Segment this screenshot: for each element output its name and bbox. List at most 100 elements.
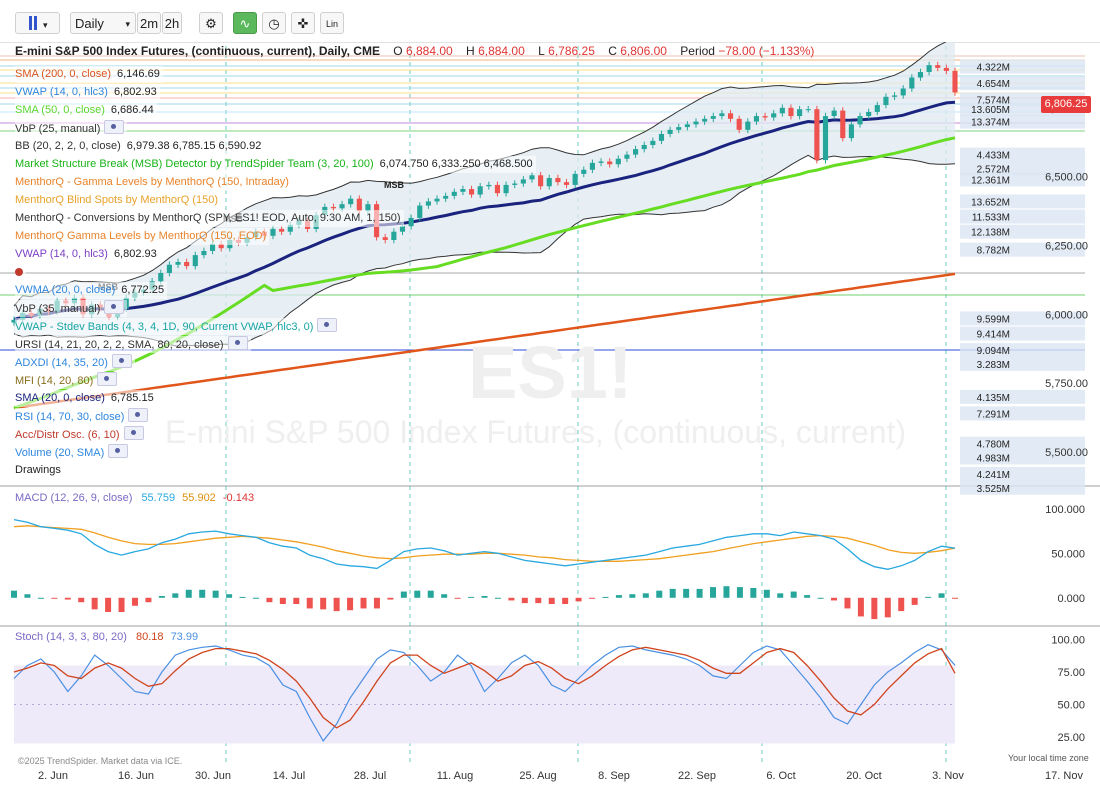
- macd-histogram-bar: [911, 597, 918, 605]
- candle: [917, 68, 924, 81]
- indicator-color-dot-icon: [15, 268, 23, 276]
- indicator-item[interactable]: RSI (14, 70, 30, close): [15, 408, 152, 425]
- open-label: O: [393, 44, 403, 58]
- macd-histogram-bar: [387, 597, 394, 600]
- indicator-item[interactable]: VWAP (14, 0, hlc3) 6,802.93: [15, 246, 160, 263]
- indicator-item[interactable]: Market Structure Break (MSB) Detector by…: [15, 156, 536, 173]
- candle: [201, 247, 207, 259]
- macd-histogram-bar: [37, 597, 44, 599]
- stoch-label: Stoch (14, 3, 3, 80, 20): [15, 631, 127, 643]
- time-axis-label: 25. Aug: [519, 770, 556, 782]
- timeframe-2h-button[interactable]: 2h: [162, 12, 182, 34]
- candle: [520, 176, 526, 187]
- timezone-label[interactable]: Your local time zone: [1008, 753, 1089, 763]
- timeframe-select[interactable]: Daily ▾: [70, 12, 136, 34]
- crosshair-button[interactable]: ✜: [291, 12, 315, 34]
- macd-histogram-bar: [683, 588, 690, 598]
- indicator-item[interactable]: Acc/Distr Osc. (6, 10): [15, 426, 147, 443]
- macd-histogram-bar: [763, 589, 770, 598]
- indicator-name: VWAP (14, 0, hlc3): [15, 248, 108, 260]
- candle-body: [529, 175, 535, 180]
- candle-body: [753, 116, 760, 122]
- indicator-item[interactable]: MFI (14, 20, 80): [15, 372, 121, 389]
- macd-histogram-bar: [575, 597, 582, 602]
- candle: [339, 200, 345, 212]
- indicator-item[interactable]: VWAP (14, 0, hlc3) 6,802.93: [15, 84, 160, 101]
- volume-profile-label: 9.094M: [977, 346, 1010, 357]
- candle: [538, 171, 544, 190]
- eye-icon[interactable]: [104, 300, 125, 314]
- candle-body: [633, 149, 639, 155]
- candle: [814, 105, 820, 164]
- macd-histogram-bar: [615, 595, 622, 598]
- macd-histogram-bar: [91, 597, 98, 610]
- macd-histogram-bar: [736, 587, 743, 598]
- eye-icon[interactable]: [97, 372, 118, 386]
- candle: [443, 192, 449, 202]
- indicator-item[interactable]: VbP (35, manual): [15, 300, 128, 317]
- indicator-item[interactable]: SMA (200, 0, close) 6,146.69: [15, 66, 163, 83]
- eye-icon[interactable]: [111, 354, 132, 368]
- macd-histogram-bar: [347, 597, 354, 611]
- indicator-item[interactable]: VbP (25, manual): [15, 120, 128, 137]
- indicator-item[interactable]: VWAP - Stdev Bands (4, 3, 4, 1D, 90, Cur…: [15, 318, 341, 335]
- indicator-item[interactable]: MenthorQ - Conversions by MenthorQ (SPY,…: [15, 210, 404, 227]
- low-label: L: [538, 44, 545, 58]
- timeframe-2m-button[interactable]: 2m: [137, 12, 161, 34]
- candle-body: [883, 96, 889, 106]
- eye-icon[interactable]: [104, 120, 125, 134]
- time-axis-label: 3. Nov: [932, 770, 964, 782]
- macd-histogram-bar: [884, 597, 891, 618]
- candle: [555, 174, 561, 186]
- candle: [848, 121, 854, 142]
- candle-body: [520, 179, 526, 184]
- eye-icon[interactable]: [123, 426, 144, 440]
- macd-histogram-bar: [723, 586, 730, 598]
- eye-icon[interactable]: [128, 408, 149, 422]
- pattern-button[interactable]: ∿: [233, 12, 257, 34]
- indicator-item[interactable]: Drawings: [15, 462, 64, 479]
- replay-button[interactable]: ◷: [262, 12, 286, 34]
- indicator-item[interactable]: MenthorQ Blind Spots by MenthorQ (150): [15, 192, 221, 209]
- stoch-legend[interactable]: Stoch (14, 3, 3, 80, 20) 80.18 73.99: [15, 631, 198, 643]
- candle-body: [494, 184, 501, 194]
- indicator-item[interactable]: MenthorQ - Gamma Levels by MenthorQ (150…: [15, 174, 292, 191]
- indicator-item[interactable]: ADXDI (14, 35, 20): [15, 354, 135, 371]
- candle-body: [512, 183, 518, 185]
- macd-legend[interactable]: MACD (12, 26, 9, close) 55.759 55.902 -0…: [15, 492, 254, 504]
- candle: [753, 112, 760, 125]
- macd-histogram-bar: [602, 596, 609, 598]
- scale-button[interactable]: Lin: [320, 12, 344, 34]
- volume-profile-label: 13.605M: [971, 105, 1010, 116]
- indicator-item[interactable]: SMA (20, 0, close) 6,785.15: [15, 390, 157, 407]
- settings-button[interactable]: ⚙: [199, 12, 223, 34]
- indicator-item[interactable]: BB (20, 2, 2, 0, close) 6,979.38 6,785.15…: [15, 138, 265, 155]
- macd-histogram-bar: [750, 588, 757, 598]
- high-value: 6,884.00: [478, 44, 525, 58]
- chart-type-button[interactable]: ▾: [15, 12, 60, 34]
- indicator-item[interactable]: Volume (20, SMA): [15, 444, 132, 461]
- indicator-values: 6,979.38 6,785.15 6,590.92: [126, 140, 262, 152]
- indicator-item[interactable]: SMA (50, 0, close) 6,686.44: [15, 102, 157, 119]
- candle: [425, 198, 431, 209]
- macd-axis-label: 100.000: [1045, 504, 1085, 516]
- candle-body: [563, 182, 570, 185]
- indicator-item[interactable]: URSI (14, 21, 20, 2, 2, SMA, 80, 20, clo…: [15, 336, 251, 353]
- candle: [935, 61, 941, 72]
- chart-canvas[interactable]: MSBMSBMSB4.322M4.654M7.574M13.605M13.374…: [0, 42, 1100, 793]
- candle-body: [538, 175, 544, 187]
- low-value: 6,786.25: [548, 44, 595, 58]
- candle: [693, 118, 699, 128]
- indicator-item[interactable]: [15, 264, 26, 281]
- macd-value: 55.759: [141, 492, 176, 504]
- eye-icon[interactable]: [317, 318, 338, 332]
- candle-body: [676, 127, 682, 130]
- volume-profile-label: 4.135M: [977, 393, 1010, 404]
- indicator-item[interactable]: MenthorQ Gamma Levels by MenthorQ (150, …: [15, 228, 270, 245]
- eye-icon[interactable]: [108, 444, 129, 458]
- volume-profile-bar: [960, 436, 1085, 451]
- eye-icon[interactable]: [227, 336, 248, 350]
- candle: [546, 174, 552, 190]
- stoch-axis-label: 25.00: [1057, 732, 1085, 744]
- indicator-item[interactable]: VWMA (20, 0, close) 6,772.25: [15, 282, 168, 299]
